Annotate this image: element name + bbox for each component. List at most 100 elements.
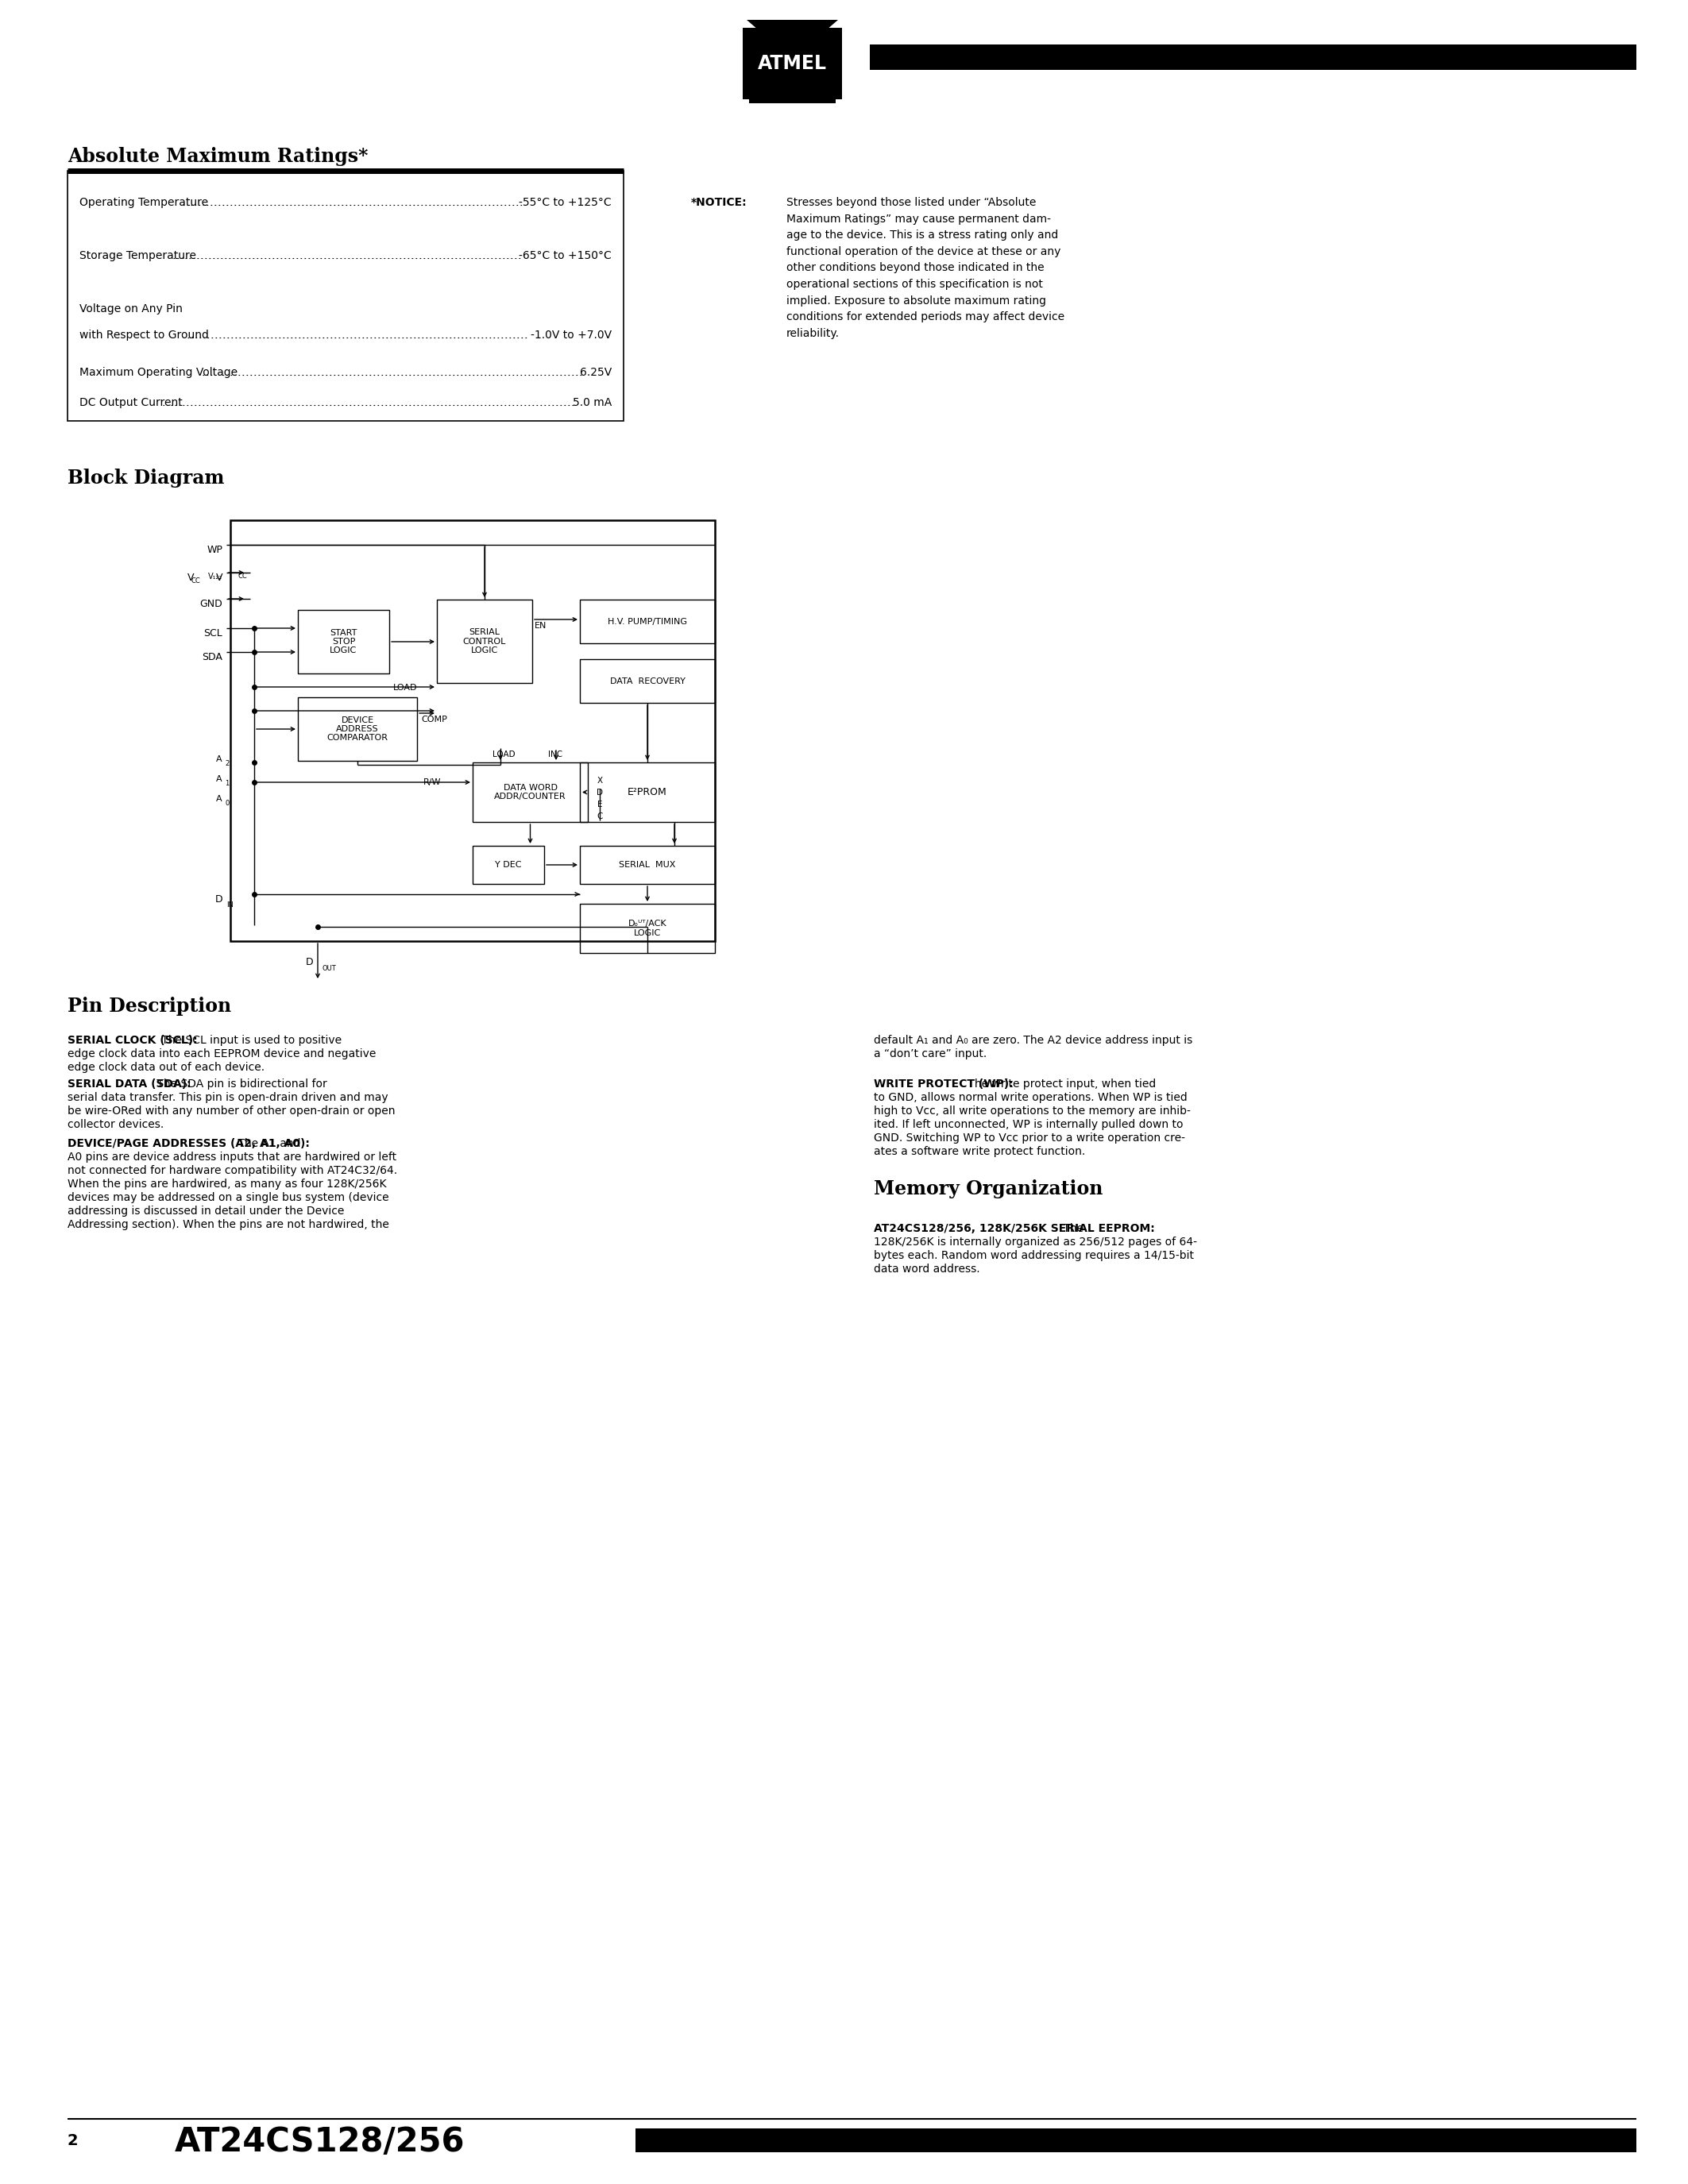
Text: DEVICE: DEVICE bbox=[341, 716, 373, 725]
Text: high to Vᴄᴄ, all write operations to the memory are inhib-: high to Vᴄᴄ, all write operations to the… bbox=[874, 1105, 1190, 1116]
Text: LOGIC: LOGIC bbox=[471, 646, 498, 655]
Bar bbox=[230, 520, 716, 941]
Text: devices may be addressed on a single bus system (device: devices may be addressed on a single bus… bbox=[68, 1192, 388, 1203]
Text: Addressing section). When the pins are not hardwired, the: Addressing section). When the pins are n… bbox=[68, 1219, 390, 1230]
Text: The: The bbox=[1060, 1223, 1084, 1234]
Text: Maximum Operating Voltage: Maximum Operating Voltage bbox=[79, 367, 238, 378]
Text: R/W: R/W bbox=[424, 778, 441, 786]
Text: The SCL input is used to positive: The SCL input is used to positive bbox=[159, 1035, 341, 1046]
Text: ADDRESS: ADDRESS bbox=[336, 725, 378, 734]
Text: INC: INC bbox=[549, 751, 562, 758]
Text: LOAD: LOAD bbox=[393, 684, 417, 692]
Text: IN: IN bbox=[226, 902, 233, 909]
Text: GND. Switching WP to Vᴄᴄ prior to a write operation cre-: GND. Switching WP to Vᴄᴄ prior to a writ… bbox=[874, 1133, 1185, 1144]
Text: to GND, allows normal write operations. When WP is tied: to GND, allows normal write operations. … bbox=[874, 1092, 1187, 1103]
Bar bbox=[297, 697, 417, 760]
Text: Storage Temperature: Storage Temperature bbox=[79, 251, 196, 262]
Text: D: D bbox=[214, 893, 223, 904]
Polygon shape bbox=[746, 20, 837, 31]
Text: SERIAL DATA (SDA):: SERIAL DATA (SDA): bbox=[68, 1079, 191, 1090]
Text: 5.0 mA: 5.0 mA bbox=[572, 397, 611, 408]
Text: SCL: SCL bbox=[204, 629, 223, 638]
Bar bbox=[581, 904, 716, 952]
Bar bbox=[749, 94, 836, 103]
Text: Stresses beyond those listed under “Absolute
Maximum Ratings” may cause permanen: Stresses beyond those listed under “Abso… bbox=[787, 197, 1065, 339]
Text: C: C bbox=[598, 812, 603, 819]
Text: SDA: SDA bbox=[203, 653, 223, 662]
Text: DEVICE/PAGE ADDRESSES (A2, A1, A0):: DEVICE/PAGE ADDRESSES (A2, A1, A0): bbox=[68, 1138, 309, 1149]
Text: CONTROL: CONTROL bbox=[463, 638, 506, 644]
Text: edge clock data out of each device.: edge clock data out of each device. bbox=[68, 1061, 265, 1072]
Text: DC Output Current: DC Output Current bbox=[79, 397, 182, 408]
Text: LOGIC: LOGIC bbox=[329, 646, 358, 655]
Text: a “don’t care” input.: a “don’t care” input. bbox=[874, 1048, 987, 1059]
Text: The SDA pin is bidirectional for: The SDA pin is bidirectional for bbox=[154, 1079, 327, 1090]
Text: COMPARATOR: COMPARATOR bbox=[327, 734, 388, 743]
Text: A: A bbox=[216, 775, 223, 784]
Text: with Respect to Ground: with Respect to Ground bbox=[79, 330, 209, 341]
Text: X: X bbox=[598, 775, 603, 784]
Text: Memory Organization: Memory Organization bbox=[874, 1179, 1102, 1199]
Text: not connected for hardware compatibility with AT24C32/64.: not connected for hardware compatibility… bbox=[68, 1164, 397, 1177]
Text: The write protect input, when tied: The write protect input, when tied bbox=[964, 1079, 1156, 1090]
Text: V₁₂₂: V₁₂₂ bbox=[208, 572, 223, 581]
Text: DATA WORD: DATA WORD bbox=[503, 784, 557, 793]
Text: data word address.: data word address. bbox=[874, 1265, 981, 1275]
Text: E²PROM: E²PROM bbox=[628, 786, 667, 797]
Text: bytes each. Random word addressing requires a 14/15-bit: bytes each. Random word addressing requi… bbox=[874, 1249, 1193, 1260]
Text: 6.25V: 6.25V bbox=[579, 367, 611, 378]
Text: D: D bbox=[596, 788, 603, 797]
Text: V: V bbox=[187, 572, 194, 583]
Text: edge clock data into each EEPROM device and negative: edge clock data into each EEPROM device … bbox=[68, 1048, 376, 1059]
Text: LOAD: LOAD bbox=[493, 751, 515, 758]
Text: CC: CC bbox=[238, 572, 248, 579]
Text: ATMEL: ATMEL bbox=[758, 55, 827, 72]
Text: -65°C to +150°C: -65°C to +150°C bbox=[518, 251, 611, 262]
Text: SERIAL: SERIAL bbox=[469, 629, 500, 636]
Text: CC: CC bbox=[191, 577, 201, 585]
Bar bbox=[68, 170, 623, 422]
Bar bbox=[437, 601, 532, 684]
Bar bbox=[581, 845, 716, 885]
Text: A: A bbox=[216, 795, 223, 804]
Text: *NOTICE:: *NOTICE: bbox=[690, 197, 748, 207]
Text: 1: 1 bbox=[225, 780, 230, 786]
Text: 2: 2 bbox=[225, 760, 230, 767]
Bar bbox=[581, 601, 716, 644]
Text: A0 pins are device address inputs that are hardwired or left: A0 pins are device address inputs that a… bbox=[68, 1151, 397, 1162]
Text: A: A bbox=[216, 756, 223, 762]
Text: The A1 and: The A1 and bbox=[235, 1138, 300, 1149]
Text: -55°C to +125°C: -55°C to +125°C bbox=[518, 197, 611, 207]
Text: AT24CS128/256: AT24CS128/256 bbox=[176, 2125, 466, 2158]
Text: H.V. PUMP/TIMING: H.V. PUMP/TIMING bbox=[608, 618, 687, 625]
Text: Dₒᵁᵀ/ACK: Dₒᵁᵀ/ACK bbox=[628, 919, 667, 928]
Text: 0: 0 bbox=[225, 799, 230, 806]
Text: SERIAL  MUX: SERIAL MUX bbox=[619, 860, 675, 869]
Text: AT24CS128/256, 128K/256K SERIAL EEPROM:: AT24CS128/256, 128K/256K SERIAL EEPROM: bbox=[874, 1223, 1155, 1234]
Text: V: V bbox=[216, 572, 223, 583]
Bar bbox=[581, 660, 716, 703]
Text: Block Diagram: Block Diagram bbox=[68, 470, 225, 487]
Text: EN: EN bbox=[535, 622, 547, 629]
Bar bbox=[635, 2129, 1636, 2151]
Text: serial data transfer. This pin is open-drain driven and may: serial data transfer. This pin is open-d… bbox=[68, 1092, 388, 1103]
Text: -1.0V to +7.0V: -1.0V to +7.0V bbox=[530, 330, 611, 341]
Text: WP: WP bbox=[206, 544, 223, 555]
Text: DATA  RECOVERY: DATA RECOVERY bbox=[609, 677, 685, 686]
Bar bbox=[581, 762, 716, 821]
Text: SERIAL CLOCK (SCL):: SERIAL CLOCK (SCL): bbox=[68, 1035, 197, 1046]
Text: GND: GND bbox=[199, 598, 223, 609]
Text: 128K/256K is internally organized as 256/512 pages of 64-: 128K/256K is internally organized as 256… bbox=[874, 1236, 1197, 1247]
Text: COMP: COMP bbox=[420, 716, 447, 723]
Text: ADDR/COUNTER: ADDR/COUNTER bbox=[495, 793, 565, 802]
Text: be wire-ORed with any number of other open-drain or open: be wire-ORed with any number of other op… bbox=[68, 1105, 395, 1116]
Bar bbox=[743, 28, 842, 98]
Text: OUT: OUT bbox=[322, 965, 336, 972]
Bar bbox=[473, 845, 544, 885]
Text: collector devices.: collector devices. bbox=[68, 1118, 164, 1129]
Text: addressing is discussed in detail under the Device: addressing is discussed in detail under … bbox=[68, 1206, 344, 1216]
Text: Absolute Maximum Ratings*: Absolute Maximum Ratings* bbox=[68, 146, 368, 166]
Bar bbox=[869, 44, 1636, 70]
Bar bbox=[297, 609, 390, 673]
Text: Operating Temperature: Operating Temperature bbox=[79, 197, 208, 207]
